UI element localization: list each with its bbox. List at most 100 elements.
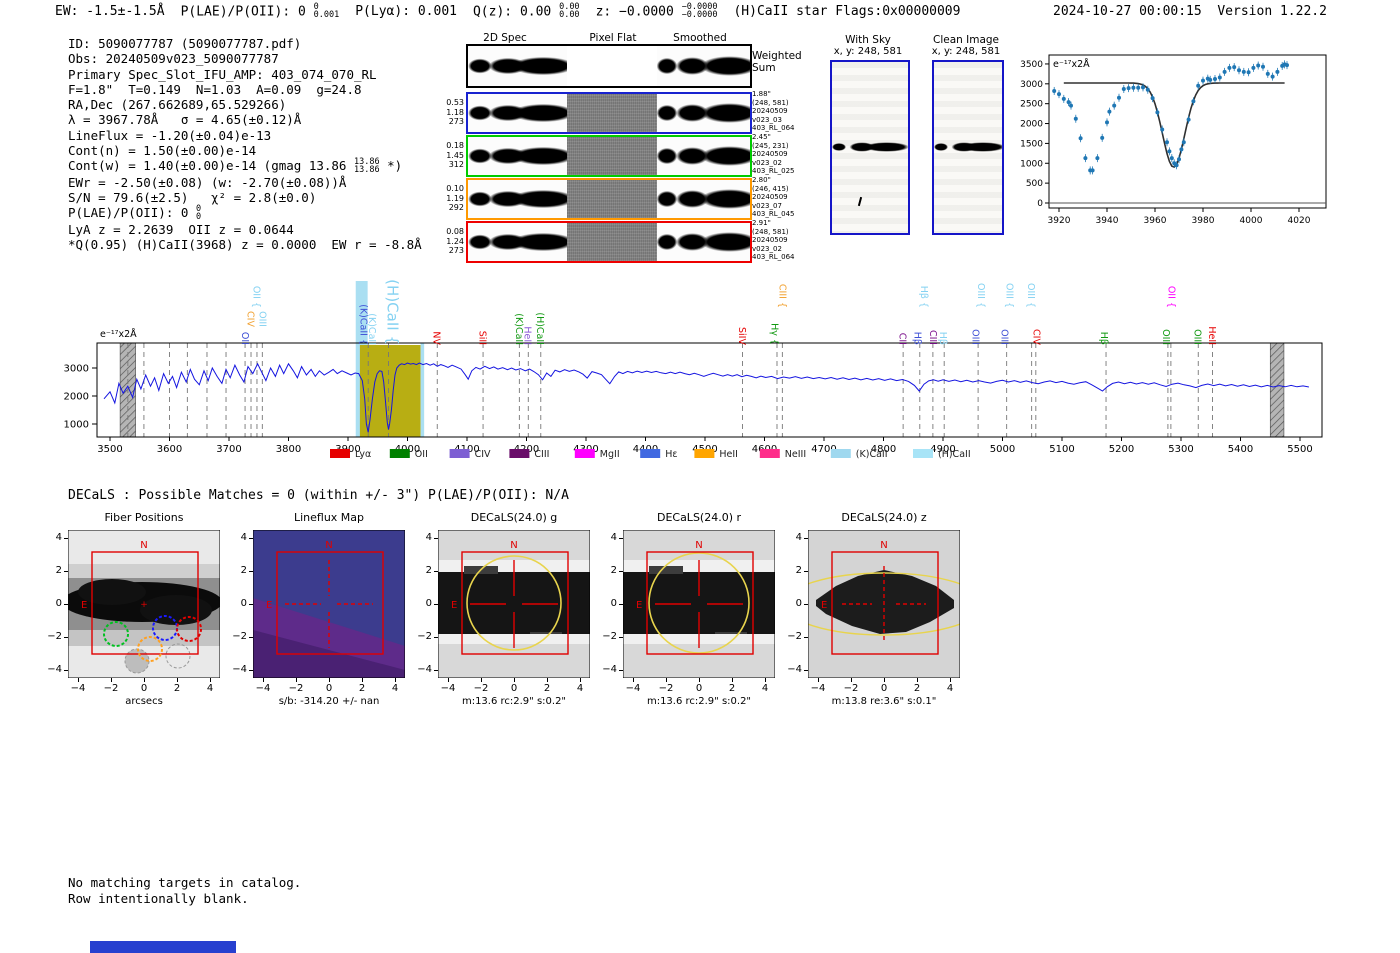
- inset-point: [1246, 70, 1251, 75]
- cutout-ytick-label: −2: [787, 631, 802, 642]
- legend-swatch: [640, 449, 661, 458]
- header-summary-line: EW: -1.5±-1.5Å P(LAE)/P(OII): 0 0 0.001 P(L…: [55, 2, 976, 20]
- cutout-ytick: [434, 637, 438, 638]
- inset-point: [1073, 116, 1078, 121]
- spectral-line-label: CIV: [1030, 329, 1041, 345]
- spec2d-strip-2dspec: [468, 94, 567, 132]
- cutout-xtick-label: −4: [625, 683, 641, 694]
- inset-point: [1160, 127, 1165, 132]
- cutout-ytick: [64, 670, 68, 671]
- cutout-ytick: [434, 538, 438, 539]
- inset-point: [1112, 103, 1117, 108]
- info-line: RA,Dec (267.662689,65.529266): [68, 97, 287, 113]
- inset-point: [1165, 140, 1169, 145]
- row-left-line: 312: [448, 160, 464, 169]
- cutout-ytick: [804, 670, 808, 671]
- inset-point: [1107, 109, 1112, 114]
- main-legend: Lyα OII CIV CIII MgII Hε HeII NeIII (K)CaII (H)Ca…: [330, 449, 971, 460]
- cutout-xtick-label: 4: [206, 683, 214, 694]
- spectral-line-label: OII: [239, 332, 250, 345]
- inset-point: [1265, 71, 1270, 76]
- row-right-line: 2.91": [752, 219, 771, 227]
- aperture-circle: [648, 552, 750, 654]
- spec2d-fiber-row: [466, 135, 752, 177]
- compass-north-label: N: [325, 540, 332, 551]
- inset-point: [1217, 75, 1222, 80]
- header-segment: (H)CaII star Flags:0x00000009: [733, 4, 961, 19]
- cutout-ytick-label: 4: [240, 532, 247, 543]
- cutout-panel-decals_r: NE: [623, 530, 775, 678]
- spec2d-strip-smoothed: [656, 223, 750, 261]
- row-right-line: 20240509: [752, 236, 788, 245]
- spectral-line-label: OIII: [256, 311, 267, 327]
- galaxy-blob: [816, 570, 954, 634]
- cutout-ytick-label: −4: [232, 664, 247, 675]
- cutout-xtick: [78, 678, 79, 682]
- weighted-label-line: Sum: [752, 62, 776, 74]
- spec2d-row-left-labels: 0.18 1.45 312: [440, 141, 464, 170]
- cutout-xtick: [580, 678, 581, 682]
- spec2d-weighted-row: [466, 44, 752, 88]
- header-segment: EW: -1.5±-1.5Å: [55, 4, 165, 19]
- highlight-olive-band: [359, 345, 421, 437]
- inset-point: [1066, 100, 1071, 105]
- cutout-title: DECaLS(24.0) r: [656, 511, 742, 524]
- header-segment: z: −0.0000 −0.0000 −0.0000: [595, 2, 718, 20]
- info-line: Primary Spec_Slot_IFU_AMP: 403_074_070_R…: [68, 66, 377, 82]
- cutout-xtick-label: 0: [510, 683, 518, 694]
- row-right-line: 403_RL_045: [752, 210, 795, 219]
- inset-point: [1150, 96, 1155, 101]
- spectral-line-label: Hβ {: [918, 286, 929, 308]
- cutout-xtick: [177, 678, 178, 682]
- cutout-ytick: [434, 571, 438, 572]
- cutout-xtick-label: 0: [695, 683, 703, 694]
- inset-point: [1227, 65, 1232, 70]
- cutout-ytick-label: 2: [795, 565, 802, 576]
- fiber-circle-gray: [165, 643, 191, 669]
- cutout-ytick: [64, 604, 68, 605]
- spec2d-strip-2dspec: [468, 223, 567, 261]
- cutout-xtick-label: 0: [140, 683, 148, 694]
- info-line: Cont(w) = 1.40(±0.00)e-14 (gmag 13.86 13…: [68, 156, 403, 175]
- cutout-xtick: [917, 678, 918, 682]
- spec2d-fiber-row: [466, 221, 752, 263]
- inset-xtick-label: 4000: [1240, 216, 1263, 226]
- cutout-ytick-label: −4: [417, 664, 432, 675]
- row-left-line: 1.24: [446, 236, 464, 246]
- inset-ytick-label: 2500: [1020, 100, 1043, 110]
- spectral-line-label: Hβ: [1098, 332, 1109, 345]
- spectral-line-label: Hβ: [911, 332, 922, 345]
- cutout-ytick-label: 0: [240, 598, 247, 609]
- cutout-ytick: [619, 604, 623, 605]
- spec2d-strip-pixelflat: [566, 223, 657, 261]
- inset-ytick-label: 1000: [1020, 159, 1043, 169]
- cutout-ytick-label: −2: [232, 631, 247, 642]
- cutout-xtick: [666, 678, 667, 682]
- center-plus: +: [140, 600, 148, 610]
- row-left-line: 1.18: [446, 107, 464, 117]
- inset-point: [1213, 77, 1217, 82]
- spectral-line-label: CIII {: [776, 284, 787, 308]
- cutout-xtick-label: −4: [70, 683, 86, 694]
- cutout-ytick: [619, 637, 623, 638]
- sup-value: −0.0000: [681, 2, 718, 12]
- spectral-line-label: OIII {: [1004, 283, 1015, 308]
- cutout-xtick: [263, 678, 264, 682]
- cutout-panel-fiber: + N E: [68, 530, 220, 678]
- row-right-line: 403_RL_064: [752, 253, 795, 262]
- spectral-line-label: NV: [431, 331, 442, 345]
- row-right-line: (246, 415): [752, 184, 789, 193]
- detection-info-block: ID: 5090077787 (5090077787.pdf) Obs: 2024…: [68, 36, 422, 253]
- cutout-title: Fiber Positions: [104, 511, 184, 524]
- row-left-line: 1.45: [446, 150, 464, 160]
- row-left-line: 273: [448, 117, 464, 126]
- cutout-ytick: [619, 571, 623, 572]
- extraction-box: [276, 551, 384, 655]
- spec2d-strip-pixelflat: [566, 180, 657, 218]
- main-xtick-label: 5200: [1109, 444, 1134, 455]
- inset-point: [1201, 78, 1205, 83]
- spectral-line-label: CIII: [927, 330, 938, 345]
- cutout-ytick-label: −4: [787, 664, 802, 675]
